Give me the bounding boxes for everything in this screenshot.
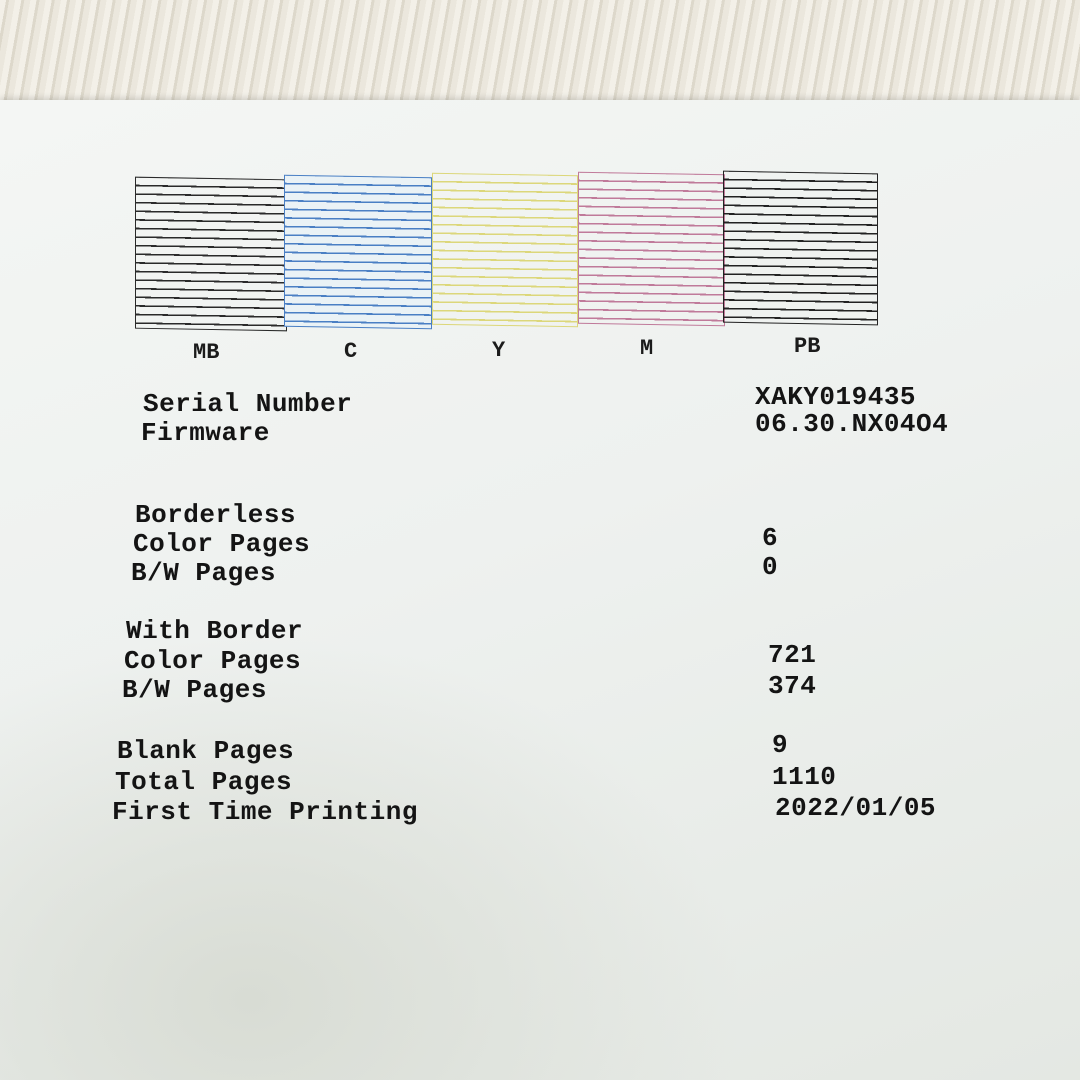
- serial-label: Serial Number: [143, 389, 353, 419]
- nozzle-pattern-m: [578, 171, 725, 327]
- total-pages-label: Total Pages: [115, 767, 293, 797]
- firmware-value: 06.30.NX04O4: [755, 409, 949, 439]
- pattern-label-y: Y: [492, 338, 506, 363]
- borderless-bw-label: B/W Pages: [131, 558, 276, 588]
- pattern-label-pb: PB: [794, 334, 821, 359]
- with-border-color-value: 721: [768, 640, 817, 670]
- nozzle-pattern-c: [284, 174, 432, 330]
- blank-pages-label: Blank Pages: [117, 736, 295, 766]
- blank-pages-value: 9: [772, 730, 789, 760]
- pattern-label-m: M: [640, 336, 654, 361]
- firmware-label: Firmware: [141, 418, 270, 448]
- fur-background: [0, 0, 1080, 110]
- pattern-label-c: C: [344, 339, 358, 364]
- total-pages-value: 1110: [772, 762, 837, 792]
- borderless-bw-value: 0: [762, 552, 779, 582]
- with-border-heading: With Border: [126, 616, 304, 646]
- with-border-color-label: Color Pages: [124, 646, 302, 676]
- nozzle-pattern-pb: [723, 170, 878, 326]
- borderless-color-label: Color Pages: [133, 529, 311, 559]
- borderless-color-value: 6: [762, 523, 779, 553]
- first-printing-label: First Time Printing: [112, 797, 418, 827]
- nozzle-pattern-mb: [135, 176, 287, 332]
- with-border-bw-label: B/W Pages: [122, 675, 267, 705]
- nozzle-pattern-y: [432, 172, 578, 328]
- serial-value: XAKY019435: [755, 382, 917, 412]
- pattern-label-mb: MB: [193, 340, 220, 365]
- first-printing-value: 2022/01/05: [775, 793, 937, 823]
- with-border-bw-value: 374: [768, 671, 817, 701]
- borderless-heading: Borderless: [135, 500, 297, 530]
